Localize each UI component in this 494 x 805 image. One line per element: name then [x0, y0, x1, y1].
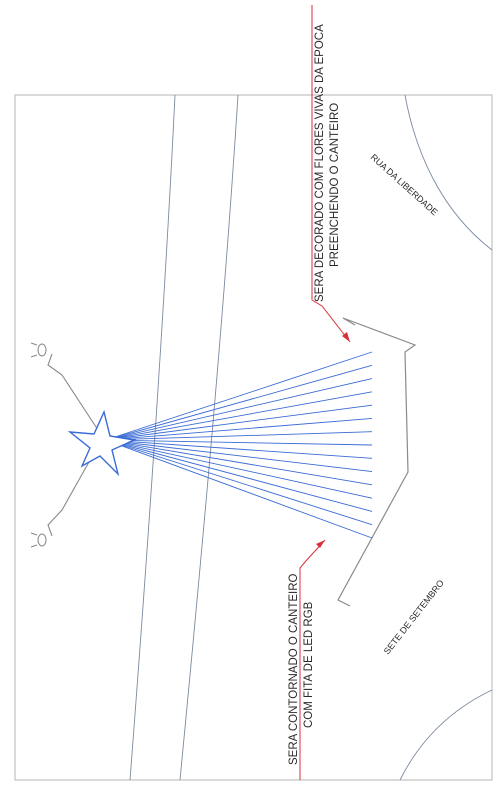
light-ray: [105, 404, 373, 441]
light-ray: [105, 417, 373, 441]
drawing-frame: [14, 94, 493, 781]
flower-bed: [337, 317, 417, 607]
light-ray: [105, 439, 373, 473]
lamp-assembly: [30, 342, 99, 548]
lamp-arm-bottom: [47, 445, 99, 537]
light-ray: [105, 439, 373, 512]
light-ray: [105, 431, 373, 441]
lamp-icon: [30, 342, 47, 358]
annotation-top-line2: PREENCHENDO O CANTEIRO: [329, 103, 341, 267]
light-ray: [105, 378, 373, 441]
street-lines: [129, 94, 493, 781]
light-ray: [105, 439, 373, 459]
street-line: [179, 94, 239, 781]
street-line: [399, 689, 493, 781]
light-ray: [105, 351, 373, 441]
light-rays: [105, 351, 373, 539]
star-icon: [67, 409, 137, 477]
light-ray: [105, 439, 373, 539]
annotation-top-line1: SERA DECORADO COM FLORES VIVAS DA EPOCA: [314, 24, 326, 302]
leader-bottom: [299, 539, 326, 780]
light-ray: [105, 439, 373, 486]
street-line: [129, 94, 176, 781]
leader-top: [311, 5, 351, 343]
light-ray: [105, 439, 373, 526]
street-label-top: RUA DA LIBERDADE: [369, 152, 440, 217]
street-line: [404, 94, 493, 251]
light-ray: [105, 364, 373, 441]
lamp-arm-top: [47, 353, 99, 431]
light-ray: [105, 439, 373, 446]
annotation-bottom-line2: COM FITA DE LED RGB: [303, 601, 315, 728]
street-label-bottom: SETE DE SETEMBRO: [382, 578, 446, 656]
lamp-icon: [30, 532, 47, 548]
annotation-bottom-line1: SERA CONTORNADO O CANTEIRO: [288, 573, 300, 765]
light-ray: [105, 391, 373, 441]
leader-lines: [299, 5, 351, 780]
light-ray: [105, 439, 373, 499]
leader-arrows: [316, 332, 350, 548]
